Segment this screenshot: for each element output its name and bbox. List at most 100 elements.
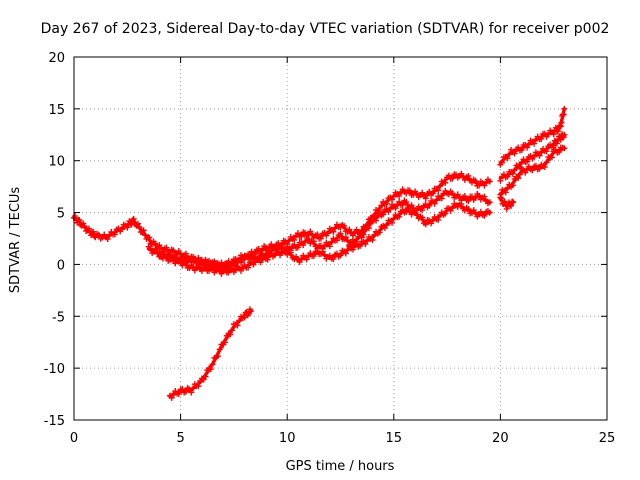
data-point [294, 244, 301, 251]
data-point [561, 105, 568, 112]
data-point [287, 249, 294, 256]
data-point [147, 245, 154, 252]
data-point [307, 250, 314, 257]
y-tick-label: 10 [48, 155, 65, 170]
data-point [557, 122, 564, 129]
y-tick-label: 15 [48, 103, 65, 118]
data-point [481, 182, 488, 189]
data-point [504, 173, 511, 180]
data-point [511, 150, 518, 157]
data-point [465, 172, 472, 179]
data-point [376, 229, 383, 236]
data-point [509, 198, 516, 205]
data-point [433, 197, 440, 204]
y-tick-label: -10 [44, 362, 65, 377]
x-tick-label: 0 [70, 431, 78, 446]
data-point [504, 155, 511, 162]
axis-ticks: 0 5 10 15 20 25 -15 -10 -5 0 5 10 15 20 [44, 51, 616, 446]
data-point [541, 164, 548, 171]
data-point [252, 259, 259, 266]
data-point [506, 202, 513, 209]
data-point [234, 322, 241, 329]
data-point [202, 373, 209, 380]
data-point [501, 198, 508, 205]
data-point [403, 208, 410, 215]
data-point [465, 205, 472, 212]
data-point [333, 237, 340, 244]
data-point [449, 205, 456, 212]
data-point [90, 228, 97, 235]
data-point [472, 194, 479, 201]
data-point [557, 123, 564, 130]
data-point [362, 241, 369, 248]
data-point [206, 258, 213, 265]
data-point [104, 236, 111, 243]
data-point [168, 394, 175, 401]
data-point [503, 205, 510, 212]
data-point [481, 212, 488, 219]
data-point [124, 224, 131, 231]
y-tick-label: 0 [57, 258, 65, 273]
data-point [422, 195, 429, 202]
data-point [118, 226, 125, 233]
data-point [291, 241, 298, 248]
data-point [294, 230, 301, 237]
data-point [529, 167, 536, 174]
data-point [486, 209, 493, 216]
data-point [390, 215, 397, 222]
data-point [341, 222, 348, 229]
series-isolated-branch [166, 306, 254, 401]
data-point [413, 190, 420, 197]
y-tick-label: 5 [57, 207, 65, 222]
data-point [222, 266, 229, 273]
data-point [305, 236, 312, 243]
data-point [140, 227, 147, 234]
y-tick-label: -15 [44, 414, 65, 429]
data-point [218, 270, 225, 277]
data-point [213, 260, 220, 267]
data-point [241, 314, 248, 321]
data-point [136, 223, 143, 230]
data-point [134, 220, 141, 227]
data-point [543, 148, 550, 155]
x-tick-label: 25 [599, 431, 616, 446]
data-point [326, 243, 333, 250]
data-point [506, 151, 513, 158]
x-tick-label: 10 [279, 431, 296, 446]
data-point [156, 242, 163, 249]
data-point [193, 257, 200, 264]
plot-frame [73, 56, 608, 421]
data-point [412, 207, 419, 214]
data-point [548, 154, 555, 161]
data-point [561, 145, 568, 152]
data-point [403, 198, 410, 205]
data-point [360, 231, 367, 238]
data-point [357, 243, 364, 250]
data-point [85, 225, 92, 232]
data-point [419, 189, 426, 196]
data-point [552, 124, 559, 131]
data-point [442, 179, 449, 186]
data-point [373, 217, 380, 224]
data-point [556, 149, 563, 156]
data-point [179, 385, 186, 392]
data-point [227, 331, 234, 338]
data-point [146, 234, 153, 241]
data-point [545, 131, 552, 138]
data-point [337, 230, 344, 237]
data-point [436, 183, 443, 190]
data-point [543, 159, 550, 166]
data-point [209, 265, 216, 272]
data-point [472, 177, 479, 184]
data-point [499, 159, 506, 166]
data-point [497, 177, 504, 184]
data-point [410, 191, 417, 198]
series-trace [168, 309, 253, 398]
data-point [502, 189, 509, 196]
data-point [380, 211, 387, 218]
data-point [558, 119, 565, 126]
data-point [536, 165, 543, 172]
data-point [465, 198, 472, 205]
data-point [429, 217, 436, 224]
